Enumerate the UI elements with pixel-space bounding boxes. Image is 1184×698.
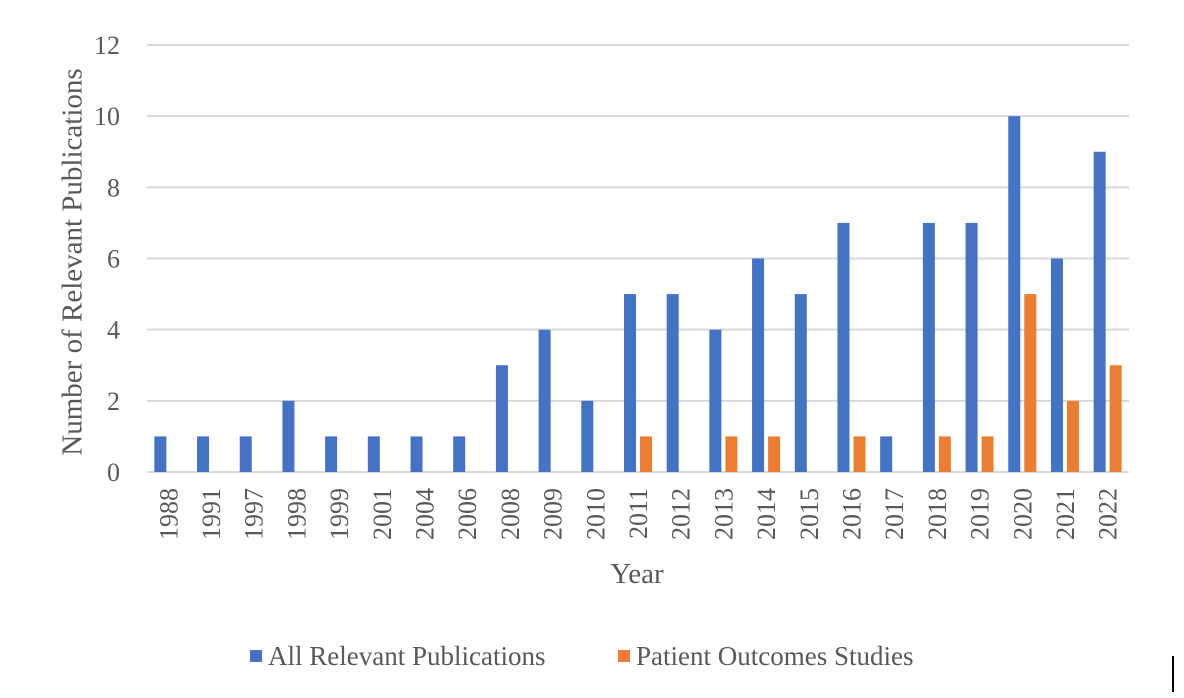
legend-label: All Relevant Publications <box>268 641 545 671</box>
bar-all-publications <box>538 329 551 472</box>
y-tick-label: 0 <box>107 458 120 487</box>
y-tick-label: 4 <box>107 316 120 345</box>
y-axis-ticks: 0 2 4 6 8 10 12 <box>94 31 120 487</box>
x-tick-label: 2014 <box>752 488 781 540</box>
x-tick-label: 1991 <box>197 488 226 540</box>
bar-all-publications <box>581 400 594 472</box>
bar-all-publications <box>965 222 978 472</box>
bar-all-publications <box>282 400 295 472</box>
bar-patient-outcomes <box>768 436 781 472</box>
y-tick-label: 10 <box>94 102 120 131</box>
x-tick-label: 1997 <box>240 488 269 540</box>
bar-all-publications <box>453 436 466 472</box>
bar-patient-outcomes <box>1024 294 1037 472</box>
y-tick-label: 6 <box>107 245 120 274</box>
x-tick-label: 2006 <box>453 488 482 540</box>
bar-patient-outcomes <box>853 436 866 472</box>
gridlines <box>147 44 1129 473</box>
x-tick-label: 1999 <box>325 488 354 540</box>
legend-swatch <box>618 650 630 662</box>
bar-all-publications <box>922 222 935 472</box>
bar-all-publications <box>666 294 679 472</box>
x-tick-label: 2011 <box>624 488 653 539</box>
x-tick-label: 2019 <box>966 488 995 540</box>
bar-all-publications <box>1050 258 1063 472</box>
bar-patient-outcomes <box>640 436 652 472</box>
legend-swatch <box>250 650 262 662</box>
x-tick-label: 2021 <box>1051 488 1080 540</box>
bar-all-publications <box>624 294 636 472</box>
bar-all-publications <box>794 294 807 472</box>
legend: All Relevant Publications Patient Outcome… <box>250 641 913 671</box>
bar-all-publications <box>495 365 508 472</box>
x-tick-label: 2017 <box>880 488 909 540</box>
bar-all-publications <box>154 436 167 472</box>
bars <box>154 116 1122 473</box>
x-tick-label: 2012 <box>667 488 696 540</box>
x-tick-label: 2010 <box>581 488 610 540</box>
x-tick-label: 1988 <box>154 488 183 540</box>
y-tick-label: 8 <box>107 173 120 202</box>
x-tick-label: 2008 <box>496 488 525 540</box>
bar-all-publications <box>239 436 252 472</box>
x-tick-label: 2004 <box>411 488 440 540</box>
x-tick-label: 2022 <box>1094 488 1123 540</box>
bar-all-publications <box>367 436 380 472</box>
x-axis-ticks: 1988 1991 1997 1998 1999 2001 2004 2006 2008 2009… <box>154 488 1122 540</box>
bar-all-publications <box>1008 116 1021 473</box>
x-axis-title: Year <box>610 558 664 590</box>
y-axis-title: Number of Relevant Publications <box>57 68 89 455</box>
x-tick-label: 2016 <box>837 488 866 540</box>
bar-patient-outcomes <box>938 436 951 472</box>
text-cursor <box>1172 656 1174 692</box>
x-tick-label: 2013 <box>709 488 738 540</box>
bar-all-publications <box>197 436 210 472</box>
y-tick-label: 2 <box>107 387 120 416</box>
bar-all-publications <box>837 222 850 472</box>
x-tick-label: 2009 <box>539 488 568 540</box>
bar-all-publications <box>709 329 722 472</box>
bar-patient-outcomes <box>981 436 994 472</box>
x-tick-label: 2018 <box>923 488 952 540</box>
x-tick-label: 2001 <box>368 488 397 540</box>
bar-patient-outcomes <box>725 436 738 472</box>
bar-all-publications <box>752 258 765 472</box>
bar-all-publications <box>1093 151 1106 472</box>
bar-all-publications <box>880 436 893 472</box>
x-tick-label: 2015 <box>795 488 824 540</box>
x-tick-label: 2020 <box>1008 488 1037 540</box>
bar-patient-outcomes <box>1066 400 1079 472</box>
x-tick-label: 1998 <box>282 488 311 540</box>
legend-label: Patient Outcomes Studies <box>636 641 913 671</box>
bar-all-publications <box>410 436 423 472</box>
y-tick-label: 12 <box>94 31 120 60</box>
bar-patient-outcomes <box>1109 365 1122 472</box>
bar-all-publications <box>325 436 338 472</box>
